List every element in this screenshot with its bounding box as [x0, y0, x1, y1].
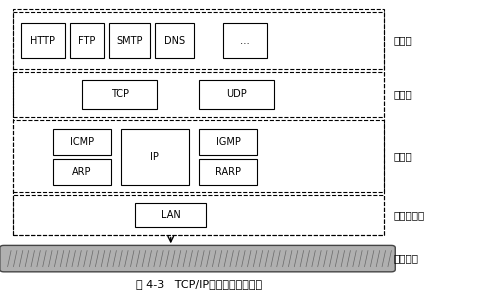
Bar	[13, 12, 384, 69]
Text: IP: IP	[151, 152, 159, 162]
Bar	[13, 72, 384, 117]
Text: …: …	[240, 36, 250, 46]
Text: 网络访问层: 网络访问层	[394, 210, 425, 220]
Text: ARP: ARP	[72, 167, 92, 177]
Bar	[199, 128, 257, 155]
FancyBboxPatch shape	[0, 245, 395, 272]
Text: IGMP: IGMP	[215, 137, 241, 147]
Text: DNS: DNS	[164, 36, 185, 46]
Text: RARP: RARP	[215, 167, 241, 177]
Text: 网络层: 网络层	[394, 151, 413, 161]
Text: UDP: UDP	[226, 89, 247, 99]
Bar	[109, 23, 150, 58]
Text: FTP: FTP	[78, 36, 95, 46]
Bar	[223, 23, 267, 58]
Text: TCP: TCP	[111, 89, 128, 99]
Bar	[199, 80, 275, 109]
Bar	[121, 128, 189, 185]
Bar	[199, 159, 257, 185]
Bar	[82, 80, 157, 109]
Text: 通信介质: 通信介质	[394, 254, 419, 264]
Text: 应用层: 应用层	[394, 36, 413, 46]
Text: 传输层: 传输层	[394, 89, 413, 99]
Bar	[13, 9, 384, 235]
Text: SMTP: SMTP	[116, 36, 143, 46]
Bar	[135, 203, 206, 227]
Text: HTTP: HTTP	[30, 36, 55, 46]
Text: LAN: LAN	[161, 210, 181, 220]
Bar	[69, 23, 104, 58]
Bar	[13, 120, 384, 192]
Bar	[155, 23, 194, 58]
Bar	[13, 195, 384, 235]
Bar	[53, 128, 111, 155]
Bar	[53, 159, 111, 185]
Bar	[21, 23, 64, 58]
Text: 图 4-3   TCP/IP不同层次协议分布: 图 4-3 TCP/IP不同层次协议分布	[136, 279, 262, 289]
Text: ICMP: ICMP	[70, 137, 94, 147]
